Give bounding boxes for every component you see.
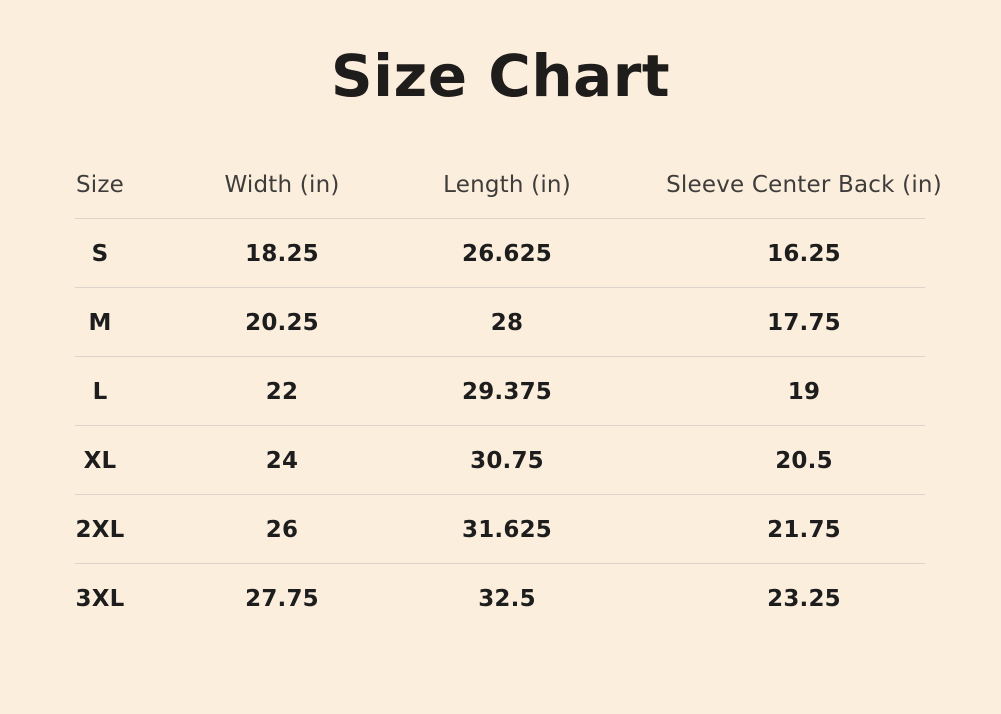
- column-header-length: Length (in): [443, 172, 571, 198]
- cell-sleeve-value: 20.5: [775, 447, 833, 474]
- cell-size-label: XL: [83, 447, 117, 474]
- table-header-row: Size Width (in) Length (in) Sleeve Cente…: [0, 151, 1001, 219]
- cell-width-value: 24: [265, 447, 299, 474]
- cell-sleeve-value: 16.25: [767, 240, 841, 267]
- cell-width-value: 20.25: [245, 309, 319, 336]
- column-header-size: Size: [75, 172, 124, 198]
- cell-width-value: 27.75: [245, 585, 319, 612]
- table-row-m: M 20.25 28 17.75: [0, 288, 1001, 357]
- table-row-xl: XL 24 30.75 20.5: [0, 426, 1001, 495]
- cell-sleeve-value: 23.25: [767, 585, 841, 612]
- cell-size-label: 2XL: [75, 516, 125, 543]
- size-chart-page: Size Chart Size Width (in) Length (in) S…: [0, 47, 1001, 633]
- cell-width-value: 18.25: [245, 240, 319, 267]
- cell-size-label: L: [92, 378, 108, 405]
- table-row-2xl: 2XL 26 31.625 21.75: [0, 495, 1001, 564]
- cell-length-value: 32.5: [478, 585, 536, 612]
- column-header-width: Width (in): [224, 172, 340, 198]
- table-row-l: L 22 29.375 19: [0, 357, 1001, 426]
- page-title: Size Chart: [330, 42, 671, 110]
- cell-sleeve-value: 19: [787, 378, 821, 405]
- cell-sleeve-value: 21.75: [767, 516, 841, 543]
- size-chart-table: Size Width (in) Length (in) Sleeve Cente…: [0, 151, 1001, 633]
- cell-size-label: S: [91, 240, 109, 267]
- cell-width-value: 22: [265, 378, 299, 405]
- cell-size-label: 3XL: [75, 585, 125, 612]
- cell-size-label: M: [88, 309, 112, 336]
- column-header-sleeve-center-back: Sleeve Center Back (in): [666, 172, 942, 198]
- cell-length-value: 28: [490, 309, 524, 336]
- cell-length-value: 30.75: [470, 447, 544, 474]
- cell-width-value: 26: [265, 516, 299, 543]
- cell-length-value: 26.625: [462, 240, 552, 267]
- table-row-3xl: 3XL 27.75 32.5 23.25: [0, 564, 1001, 633]
- cell-sleeve-value: 17.75: [767, 309, 841, 336]
- cell-length-value: 31.625: [462, 516, 552, 543]
- table-row-s: S 18.25 26.625 16.25: [0, 219, 1001, 288]
- cell-length-value: 29.375: [462, 378, 552, 405]
